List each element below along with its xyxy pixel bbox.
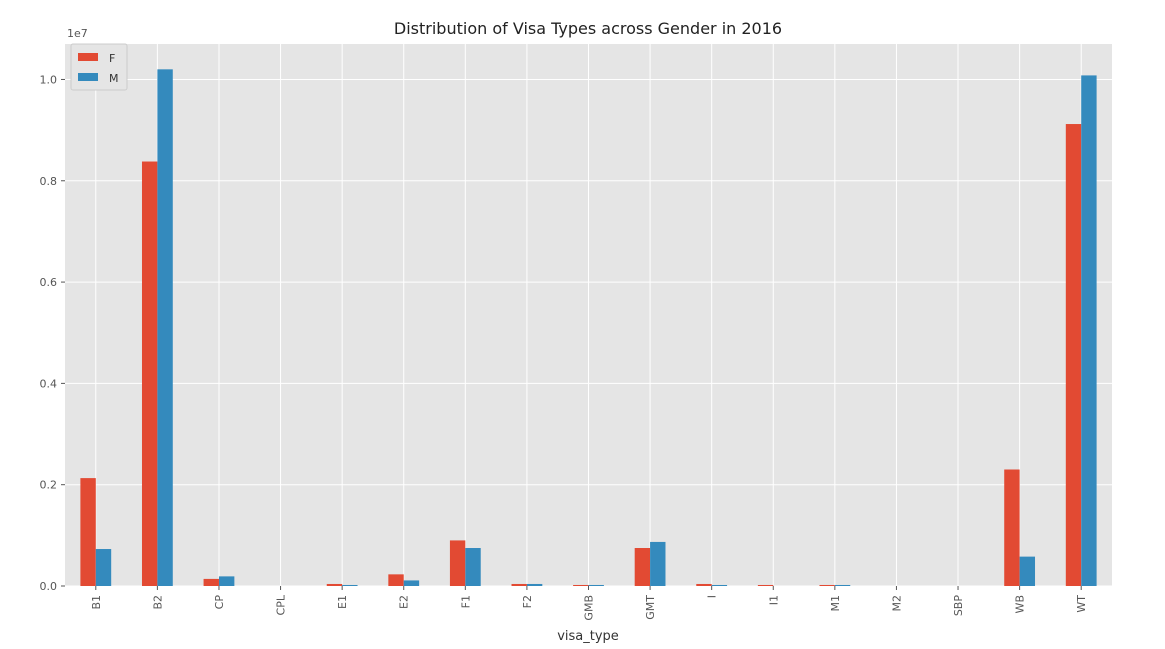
x-tick-label: E2 [398,595,411,609]
x-tick-label: B1 [90,595,103,610]
bar-m-i [711,584,728,586]
bar-f-wb [1004,469,1020,586]
chart-title: Distribution of Visa Types across Gender… [394,19,782,38]
x-tick-label: I1 [767,595,780,605]
bar-m-b2 [157,69,173,587]
bar-f-cp [203,578,219,586]
bar-m-wb [1019,556,1036,586]
x-tick-label: M2 [890,595,903,612]
bar-f-i1 [757,584,774,586]
bar-f-i [696,583,712,586]
legend-box [70,43,128,91]
bar-f-f2 [511,583,527,586]
bar-m-f1 [465,548,481,586]
x-axis-title: visa_type [557,629,619,644]
bars [80,69,1097,587]
legend-label-m: M [109,72,119,85]
x-tick-label: F2 [521,595,534,608]
x-tick-label: WT [1075,595,1088,613]
legend-label-f: F [109,52,115,65]
bar-f-b2 [141,161,158,586]
bar-f-e2 [388,574,404,586]
y-tick-label: 0.2 [40,479,58,492]
y-tick-label: 0.0 [40,580,58,593]
legend: F M [70,43,128,91]
y-tick-label: 0.6 [40,276,58,289]
x-tick-label: SBP [952,595,965,617]
bar-m-cp [218,576,235,586]
bar-m-gmt [650,541,666,586]
x-tick-label: F1 [459,595,472,608]
bar-m-wt [1081,75,1097,586]
bar-f-m1 [819,584,835,586]
legend-swatch-f [78,53,98,61]
x-axis-ticks: B1 B2 CP CPL E1 E2 F1 F2 GMB GMT I I1 M1 M2 SBP WB WT [90,586,1088,621]
x-tick-label: E1 [336,595,349,609]
x-tick-label: GMB [583,595,596,621]
grid [65,44,1112,587]
bar-f-wt [1065,124,1082,587]
bar-f-gmt [634,548,651,586]
bar-m-b1 [95,549,112,586]
bar-m-e1 [342,584,358,586]
y-tick-label: 0.8 [40,175,58,188]
x-tick-label: CPL [275,594,288,615]
bar-m-e2 [403,580,420,586]
y-axis-ticks: 0.0 0.2 0.4 0.6 0.8 1.0 [40,73,65,593]
y-tick-label: 0.4 [40,377,58,390]
x-tick-label: B2 [151,595,164,610]
bar-m-f2 [526,583,543,586]
x-tick-label: M1 [829,595,842,612]
bar-f-b1 [80,478,96,586]
x-tick-label: GMT [644,595,657,620]
y-offset-label: 1e7 [67,27,88,40]
bar-f-f1 [449,540,466,586]
x-tick-label: CP [213,595,226,610]
bar-m-gmb [588,584,604,586]
legend-swatch-m [78,73,98,81]
bar-f-gmb [573,584,589,586]
x-tick-label: I [706,595,719,598]
x-tick-label: WB [1014,595,1027,613]
bar-m-m1 [834,584,851,586]
y-tick-label: 1.0 [40,73,58,86]
bar-f-e1 [326,583,343,586]
